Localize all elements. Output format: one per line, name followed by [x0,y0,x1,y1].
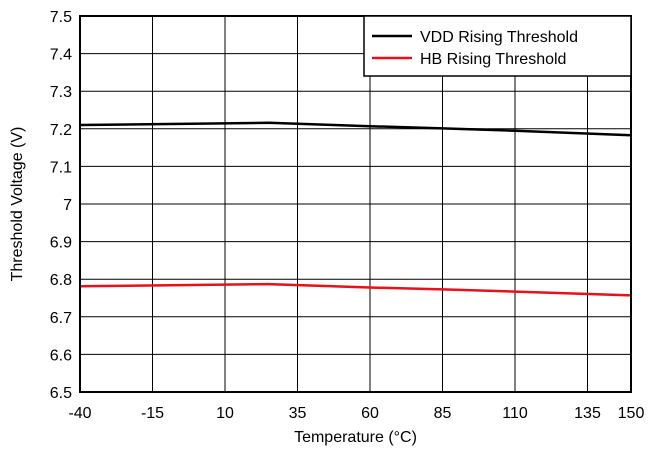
y-tick-label: 7.4 [50,47,72,64]
y-axis-title: Threshold Voltage (V) [9,127,26,282]
legend: VDD Rising Threshold HB Rising Threshold [363,15,632,77]
series-line-2 [79,282,632,297]
series-layer [79,121,632,297]
series-line-1 [79,121,632,137]
x-tick-label: 85 [434,405,452,422]
y-axis-tick-labels: 6.5 6.6 6.7 6.8 6.9 7 7.1 7.2 7.3 7.4 7.5 [50,9,72,402]
x-tick-label: 60 [361,405,379,422]
y-tick-label: 7 [63,197,72,214]
x-axis-title: Temperature (°C) [294,429,417,446]
y-tick-label: 6.5 [50,385,72,402]
x-tick-label: 10 [216,405,234,422]
y-tick-label: 6.6 [50,347,72,364]
y-tick-label: 7.3 [50,84,72,101]
plot-area-frame [79,15,632,393]
x-tick-label: 110 [502,405,528,422]
x-axis-tick-labels: -40 -15 10 35 60 85 110 135 150 [68,405,644,422]
x-tick-label: -15 [141,405,164,422]
x-tick-label: 150 [618,405,645,422]
y-tick-label: 7.2 [50,122,72,139]
y-tick-label: 7.1 [50,159,72,176]
grid-lines [79,15,632,393]
legend-label-2: HB Rising Threshold [420,51,566,68]
x-tick-label: 135 [574,405,601,422]
y-tick-label: 7.5 [50,9,72,26]
legend-label-1: VDD Rising Threshold [420,29,578,46]
y-tick-label: 6.9 [50,235,72,252]
x-tick-label: 35 [289,405,307,422]
legend-box [363,15,632,77]
y-tick-label: 6.8 [50,272,72,289]
y-tick-label: 6.7 [50,310,72,327]
x-tick-label: -40 [68,405,91,422]
